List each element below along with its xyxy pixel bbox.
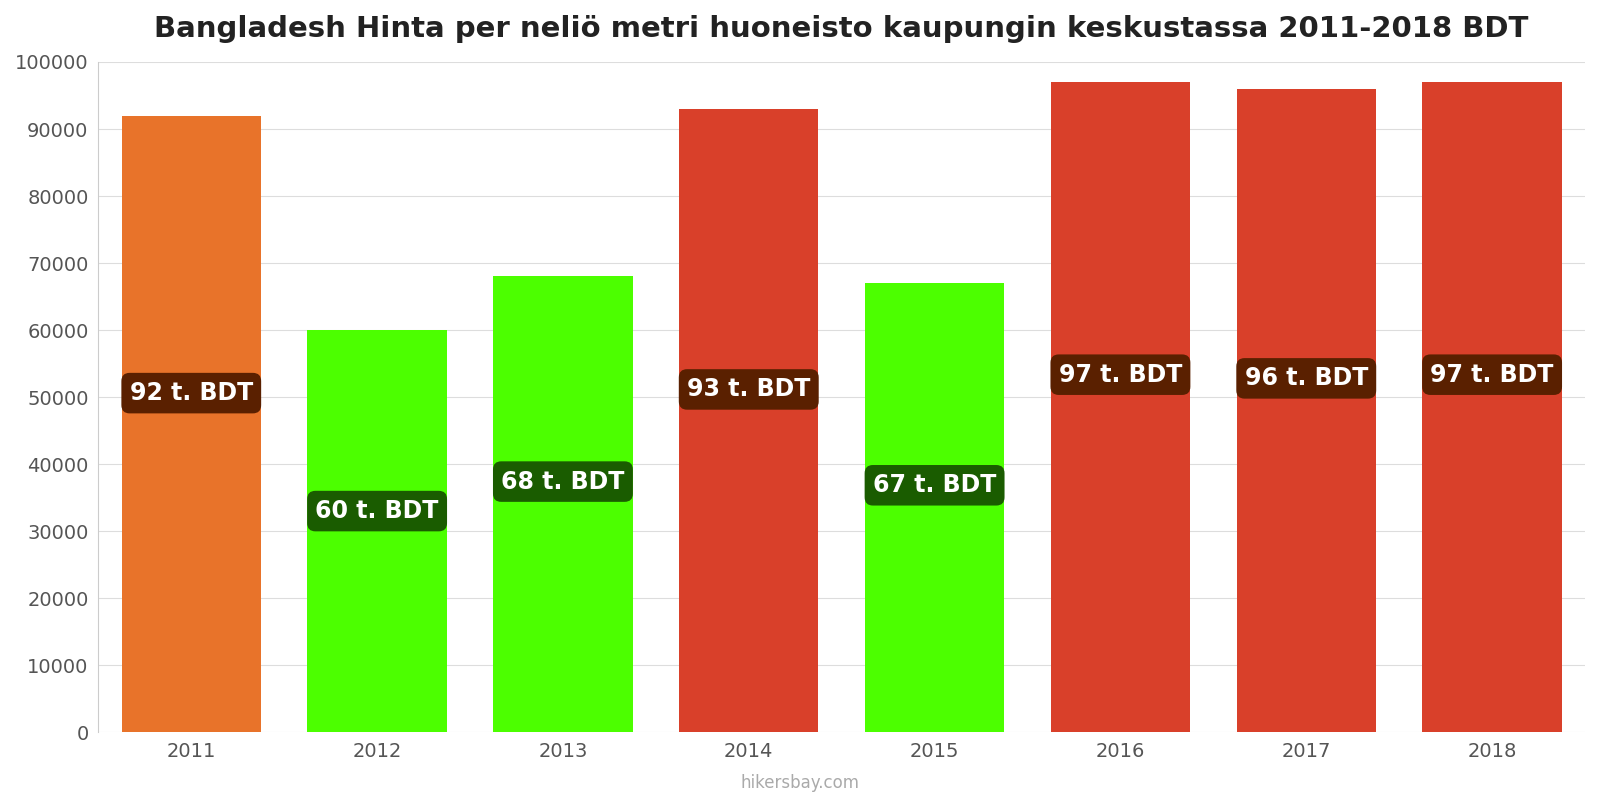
Text: hikersbay.com: hikersbay.com	[741, 774, 859, 792]
Text: 97 t. BDT: 97 t. BDT	[1430, 362, 1554, 386]
Text: 93 t. BDT: 93 t. BDT	[686, 378, 811, 402]
Bar	[1051, 82, 1190, 732]
Text: 92 t. BDT: 92 t. BDT	[130, 381, 253, 405]
Bar	[866, 283, 1005, 732]
Text: 97 t. BDT: 97 t. BDT	[1059, 362, 1182, 386]
Title: Bangladesh Hinta per neliö metri huoneisto kaupungin keskustassa 2011-2018 BDT: Bangladesh Hinta per neliö metri huoneis…	[155, 15, 1530, 43]
Bar	[493, 277, 632, 732]
Bar	[122, 116, 261, 732]
Text: 96 t. BDT: 96 t. BDT	[1245, 366, 1368, 390]
Bar	[307, 330, 446, 732]
Bar	[678, 109, 819, 732]
Text: 60 t. BDT: 60 t. BDT	[315, 499, 438, 523]
Text: 68 t. BDT: 68 t. BDT	[501, 470, 624, 494]
Bar	[1237, 89, 1376, 732]
Bar	[1422, 82, 1562, 732]
Text: 67 t. BDT: 67 t. BDT	[874, 474, 997, 498]
